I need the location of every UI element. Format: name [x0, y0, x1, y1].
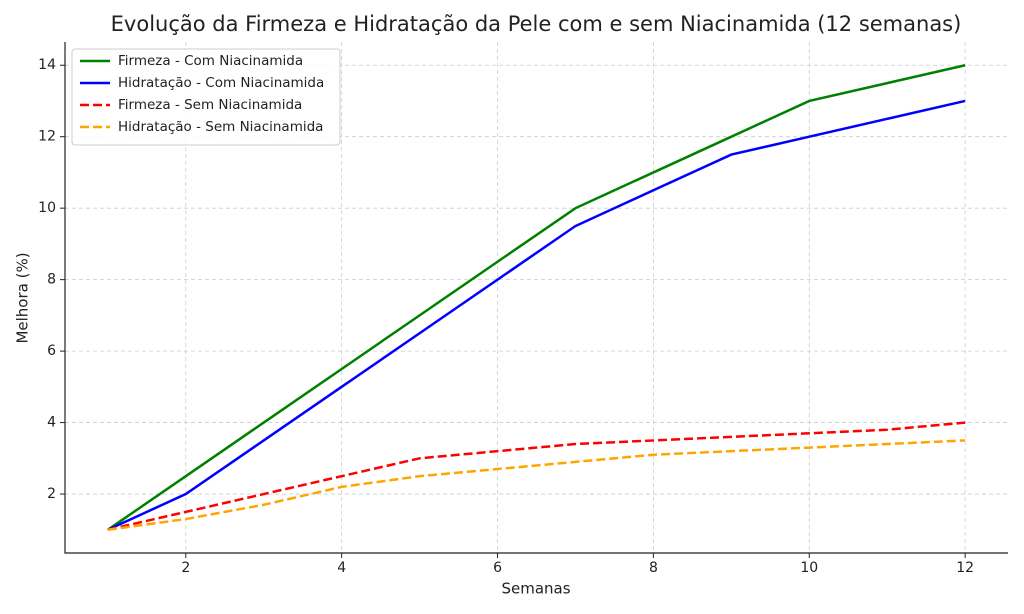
- y-tick-label: 4: [47, 415, 56, 431]
- y-tick-label: 6: [47, 343, 56, 359]
- series-line: [107, 99, 966, 531]
- legend-label: Firmeza - Com Niacinamida: [118, 53, 303, 69]
- x-tick-label: 2: [181, 560, 190, 576]
- y-tick-label: 8: [47, 272, 56, 288]
- y-tick-label: 2: [47, 486, 56, 502]
- legend-box: [71, 48, 341, 146]
- x-axis-label: Semanas: [501, 580, 570, 598]
- x-tick-label: 4: [337, 560, 346, 576]
- legend-label: Firmeza - Sem Niacinamida: [118, 97, 302, 113]
- x-tick-label: 8: [649, 560, 658, 576]
- series-line: [107, 64, 966, 531]
- y-tick-label: 10: [38, 200, 56, 216]
- axes: [64, 42, 1008, 554]
- x-tick-label: 6: [493, 560, 502, 576]
- series-line: [107, 421, 966, 531]
- y-tick-label: 12: [38, 129, 56, 145]
- series-line: [107, 439, 966, 532]
- y-tick-label: 14: [38, 57, 56, 73]
- y-axis-label: Melhora (%): [14, 252, 32, 343]
- legend-label: Hidratação - Com Niacinamida: [118, 75, 324, 91]
- x-tick-label: 12: [956, 560, 974, 576]
- chart-title: Evolução da Firmeza e Hidratação da Pele…: [111, 12, 962, 36]
- x-tick-label: 10: [800, 560, 818, 576]
- legend-label: Hidratação - Sem Niacinamida: [118, 119, 323, 135]
